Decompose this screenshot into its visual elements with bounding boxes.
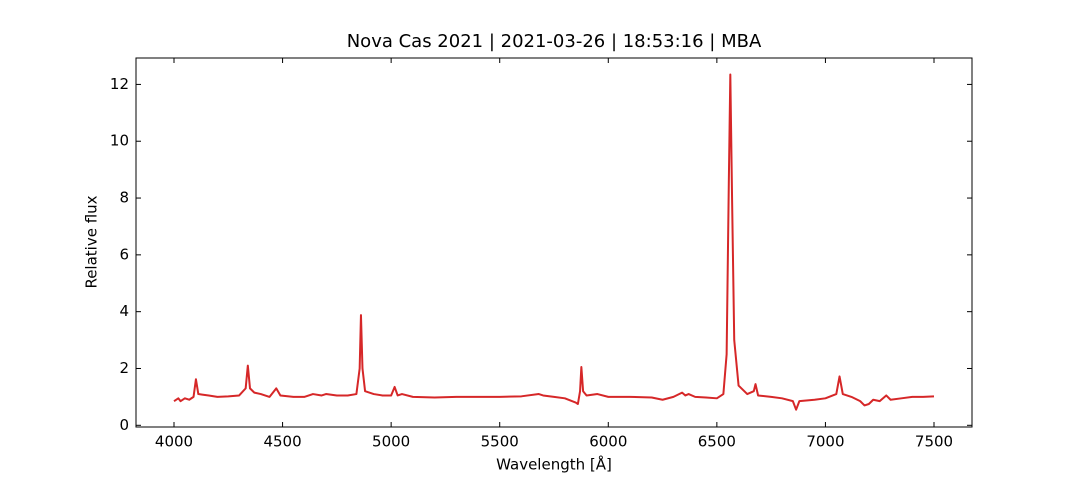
y-tick-label: 10 <box>110 132 129 150</box>
y-tick-label: 6 <box>119 245 129 263</box>
y-tick-label: 0 <box>119 416 129 434</box>
plot-frame <box>135 57 973 428</box>
x-tick-label: 4500 <box>263 433 301 451</box>
chart-title: Nova Cas 2021 | 2021-03-26 | 18:53:16 | … <box>347 31 762 52</box>
spectrum-line <box>173 73 935 411</box>
y-tick-label: 8 <box>119 189 129 207</box>
y-axis-label: Relative flux <box>83 195 101 288</box>
x-tick-label: 6500 <box>698 433 736 451</box>
x-tick-label: 6000 <box>589 433 627 451</box>
x-tick-label: 4000 <box>155 433 193 451</box>
y-tick-label: 2 <box>119 359 129 377</box>
y-tick-label: 4 <box>119 302 129 320</box>
x-tick-label: 5500 <box>481 433 519 451</box>
x-tick-label: 7000 <box>806 433 844 451</box>
x-tick-label: 5000 <box>372 433 410 451</box>
y-tick-label: 12 <box>110 75 129 93</box>
x-tick-label: 7500 <box>915 433 953 451</box>
x-axis-label: Wavelength [Å] <box>496 455 612 474</box>
